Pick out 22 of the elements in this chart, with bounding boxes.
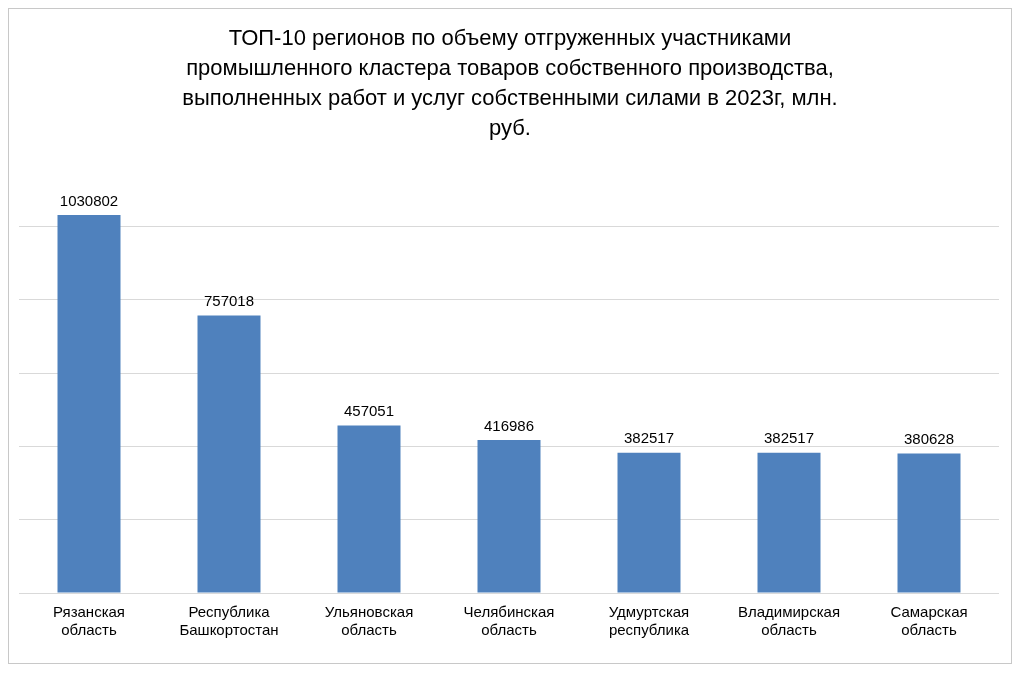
data-label: 382517 (763, 429, 815, 447)
bar (337, 425, 401, 593)
x-tick-label: Владимирская область (737, 603, 841, 639)
data-label: 457051 (343, 402, 395, 420)
x-tick-label: Самарская область (890, 603, 968, 639)
x-tick-label: Республика Башкортостан (179, 603, 279, 639)
bar (57, 215, 121, 593)
x-tick-label: Ульяновская область (324, 603, 414, 639)
bar (617, 452, 681, 593)
bar (897, 453, 961, 593)
chart-title: ТОП-10 регионов по объему отгруженных участниками промышленного кластера товаров собственного производства, выполненных работ и услуг собственными силами в 2023г, млн. руб. (181, 24, 839, 142)
bar (197, 315, 261, 593)
data-label: 416986 (483, 416, 535, 434)
bar (477, 440, 541, 593)
x-tick-label: Удмуртская республика (608, 603, 690, 639)
x-tick-label: Рязанская область (53, 603, 125, 639)
x-tick-label: Челябинская область (463, 603, 555, 639)
data-label: 380628 (903, 430, 955, 448)
data-label: 382517 (623, 429, 675, 447)
bar (757, 452, 821, 593)
data-label: 757018 (203, 292, 255, 310)
data-label: 1030802 (59, 191, 119, 209)
